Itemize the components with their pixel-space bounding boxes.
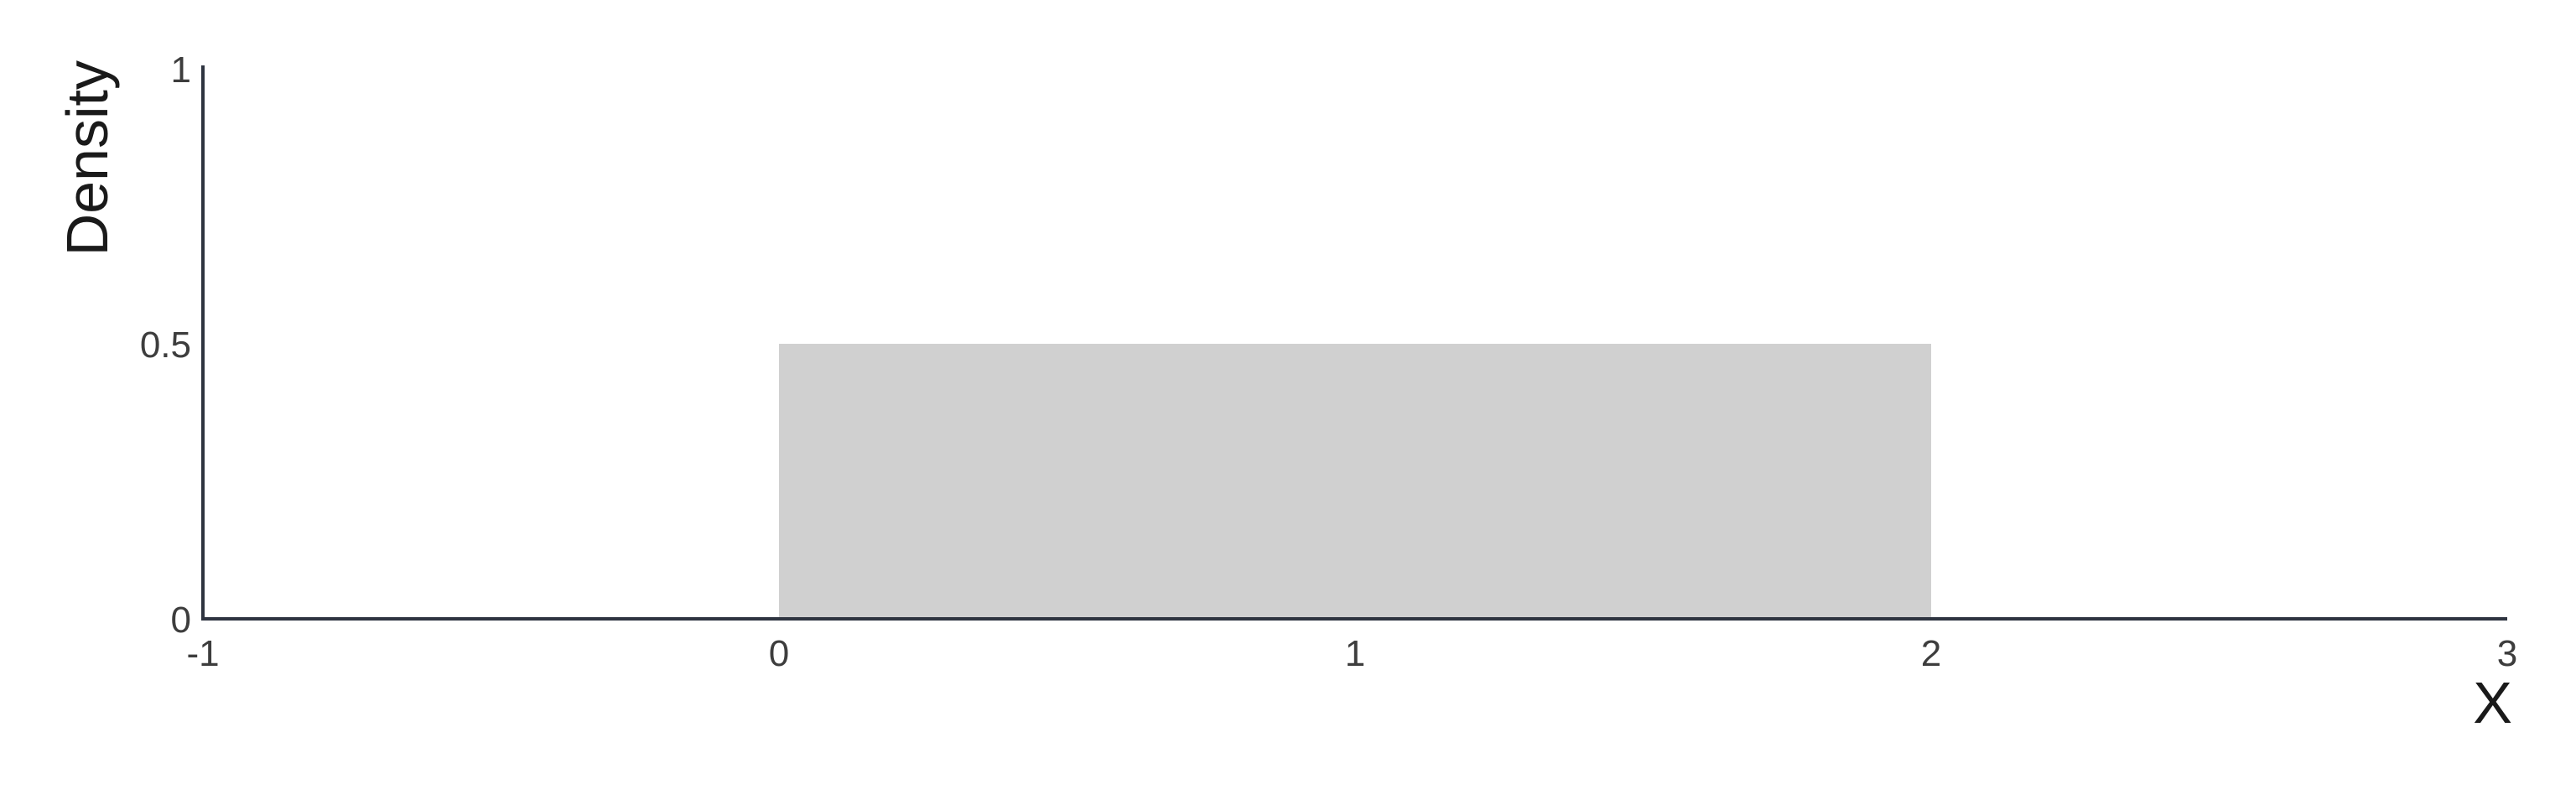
y-tick-label: 0 — [171, 600, 191, 641]
x-tick-label: 0 — [769, 633, 789, 674]
y-tick-label: 1 — [171, 49, 191, 91]
density-area-0 — [779, 344, 1931, 619]
x-tick-label: -1 — [186, 633, 219, 674]
x-tick-label: 1 — [1345, 633, 1365, 674]
y-axis-ticks: 00.51 — [140, 49, 191, 641]
x-axis-title: X — [2473, 670, 2512, 735]
plot-area — [779, 344, 1931, 619]
x-axis-ticks: -1 0 1 2 3 — [186, 633, 2517, 674]
y-axis-title: Density — [55, 60, 120, 256]
x-tick-label: 3 — [2497, 633, 2517, 674]
y-tick-label: 0.5 — [140, 325, 191, 366]
x-tick-label: 2 — [1921, 633, 1941, 674]
